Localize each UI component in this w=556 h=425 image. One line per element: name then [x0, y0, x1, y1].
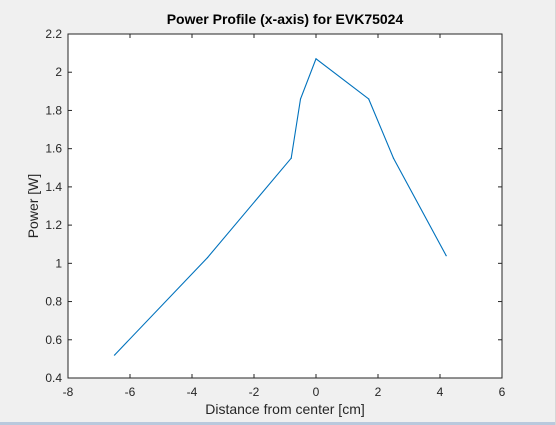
window-bottom-border: [0, 422, 556, 425]
data-point: [299, 98, 302, 100]
y-tick-label: 0.4: [45, 371, 62, 385]
data-point: [113, 354, 116, 356]
x-tick-label: 4: [437, 385, 444, 399]
data-point: [290, 157, 292, 159]
data-point: [392, 157, 395, 159]
series-layer: [113, 57, 447, 356]
data-point: [445, 255, 447, 257]
data-point: [206, 257, 209, 259]
y-tick-label: 1.2: [45, 218, 62, 232]
axis-ticks: -8 -6 -4 -2 0 2 4 6 0.4 0.6 0.8 1 1.2 1.4 1.6 1.8 2 2.2: [45, 27, 505, 399]
y-tick-label: 2: [55, 65, 62, 79]
x-tick-label: -8: [63, 385, 74, 399]
y-tick-label: 1.4: [45, 180, 62, 194]
y-tick-label: 2.2: [45, 27, 62, 41]
y-tick-label: 1: [55, 256, 62, 270]
series-line: [114, 57, 447, 356]
plot-area: [67, 33, 503, 379]
chart-title: Power Profile (x-axis) for EVK75024: [167, 11, 404, 27]
x-tick-label: 2: [375, 385, 382, 399]
x-tick-label: 0: [313, 385, 320, 399]
y-tick-label: 1.8: [45, 103, 62, 117]
x-axis-label: Distance from center [cm]: [205, 401, 365, 417]
data-point: [315, 58, 317, 60]
x-tick-label: -4: [187, 385, 198, 399]
x-tick-label: -6: [125, 385, 136, 399]
y-tick-label: 1.6: [45, 142, 62, 156]
y-tick-label: 0.8: [45, 295, 62, 309]
x-tick-label: -2: [249, 385, 260, 399]
x-tick-label: 6: [499, 385, 506, 399]
y-axis-label: Power [W]: [25, 174, 41, 239]
y-tick-label: 0.6: [45, 333, 62, 347]
data-point: [368, 98, 370, 100]
